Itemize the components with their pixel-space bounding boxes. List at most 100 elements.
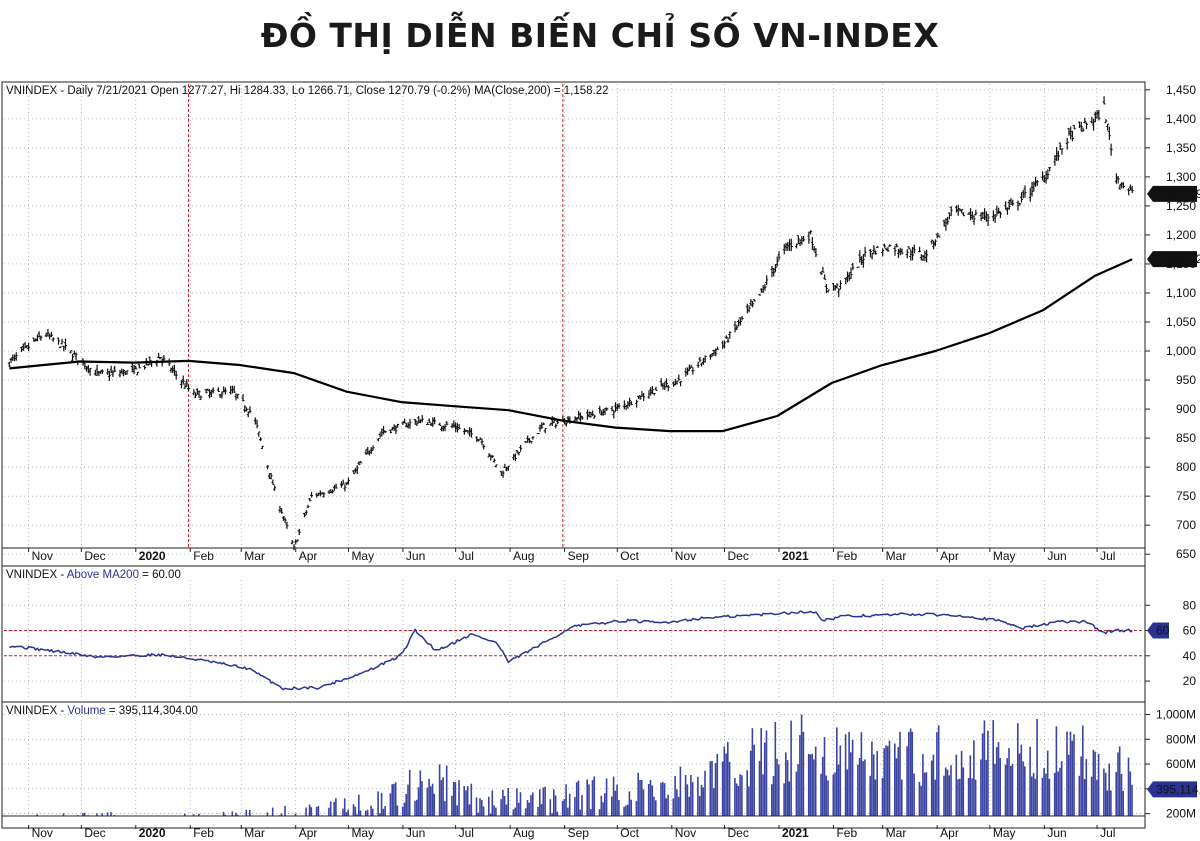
volume-bar <box>354 806 357 816</box>
volume-bar <box>1082 725 1084 816</box>
volume-bar <box>612 776 615 816</box>
volume-bar <box>1011 763 1014 816</box>
volume-bar <box>704 770 706 816</box>
volume-bar <box>832 774 835 816</box>
volume-bar <box>451 795 453 816</box>
volume-bar <box>837 764 840 816</box>
volume-bar <box>600 795 603 816</box>
volume-bar <box>999 758 1001 816</box>
x-tick-label: Sep <box>568 826 590 840</box>
volume-bar <box>512 809 515 816</box>
volume-bar <box>611 796 613 816</box>
x-tick-label: Jul <box>459 549 474 563</box>
volume-bar <box>370 805 372 816</box>
volume-bar <box>36 814 38 816</box>
volume-bar <box>1029 746 1031 816</box>
volume-bar <box>825 775 827 816</box>
volume-bar <box>551 813 553 816</box>
x-tick-label: Jun <box>406 826 425 840</box>
volume-bar <box>974 779 977 816</box>
volume-bar <box>396 805 399 816</box>
y-tick-label-volume_panel: 1,000M <box>1156 707 1196 721</box>
volume-bar <box>579 809 581 816</box>
volume-bar <box>465 790 467 816</box>
volume-bar <box>959 778 961 816</box>
y-tick-label-price_panel: 1,250 <box>1166 199 1196 213</box>
last-close-tag: 1,270.79 <box>1156 187 1200 201</box>
volume-bar <box>475 797 478 816</box>
volume-bar <box>403 802 406 816</box>
volume-bar <box>382 808 385 816</box>
volume-bar <box>389 793 392 816</box>
volume-bar <box>895 758 898 816</box>
volume-bar <box>700 785 703 816</box>
volume-bar <box>913 773 915 816</box>
volume-bar <box>918 781 921 816</box>
volume-bar <box>1053 773 1056 816</box>
volume-bar <box>1031 776 1033 816</box>
volume-bar <box>359 810 362 816</box>
volume-bar <box>802 731 805 816</box>
volume-bar <box>1078 775 1081 816</box>
volume-bar <box>846 769 849 816</box>
volume-bar <box>1115 771 1117 816</box>
volume-bar <box>1110 790 1112 816</box>
y-tick-label-volume_panel: 600M <box>1166 757 1196 771</box>
volume-bar <box>310 807 313 816</box>
volume-bar <box>503 795 506 816</box>
volume-bar <box>1060 761 1063 816</box>
volume-bar <box>602 802 604 816</box>
volume-bar <box>495 807 497 816</box>
volume-bar <box>628 791 631 816</box>
volume-bars <box>36 714 1133 816</box>
volume-bar <box>635 801 638 816</box>
volume-bar <box>967 778 970 816</box>
volume-bar <box>674 776 676 816</box>
ma200-tag-bg <box>1147 251 1197 268</box>
y-tick-label-breadth_panel: 40 <box>1183 649 1197 663</box>
volume-bar <box>328 807 330 816</box>
volume-bar <box>874 779 877 816</box>
volume-bar <box>1096 779 1098 816</box>
volume-bar <box>1036 719 1038 816</box>
volume-bar <box>1008 748 1010 816</box>
volume-bar <box>231 811 234 816</box>
volume-bar <box>734 778 736 816</box>
volume-bar <box>727 742 729 816</box>
volume-bar <box>772 776 775 816</box>
volume-bar <box>458 780 460 816</box>
volume-bar <box>526 800 529 816</box>
volume-bar <box>539 789 541 816</box>
volume-bar <box>345 812 348 816</box>
volume-bar <box>1085 759 1088 816</box>
volume-bar <box>839 745 842 816</box>
y-tick-label-price_panel: 1,100 <box>1166 286 1196 300</box>
ma200-line <box>9 258 1133 433</box>
volume-bar <box>1071 740 1074 816</box>
volume-bar <box>795 771 798 816</box>
volume-bar <box>479 798 481 816</box>
volume-bar <box>1106 790 1109 816</box>
volume-bar <box>1066 731 1068 816</box>
y-tick-label-price_panel: 1,350 <box>1166 141 1196 155</box>
volume-bar <box>408 769 411 816</box>
volume-bar <box>834 772 836 816</box>
volume-bar <box>62 813 65 816</box>
volume-bar <box>466 786 469 816</box>
grid-lines <box>4 84 1143 816</box>
volume-bar <box>746 770 748 816</box>
volume-bar <box>1041 777 1044 816</box>
volume-bar <box>1004 764 1007 816</box>
volume-bar <box>568 793 571 816</box>
volume-bar <box>305 807 307 816</box>
volume-bar <box>997 742 1000 816</box>
volume-bar <box>1055 726 1058 816</box>
y-tick-label-price_panel: 1,200 <box>1166 228 1196 242</box>
volume-bar <box>969 755 972 816</box>
volume-bar <box>414 800 416 816</box>
volume-bar <box>380 793 383 816</box>
volume-bar <box>1094 751 1096 816</box>
volume-bar <box>444 801 446 816</box>
volume-bar <box>1017 723 1019 816</box>
volume-bar <box>421 781 423 816</box>
